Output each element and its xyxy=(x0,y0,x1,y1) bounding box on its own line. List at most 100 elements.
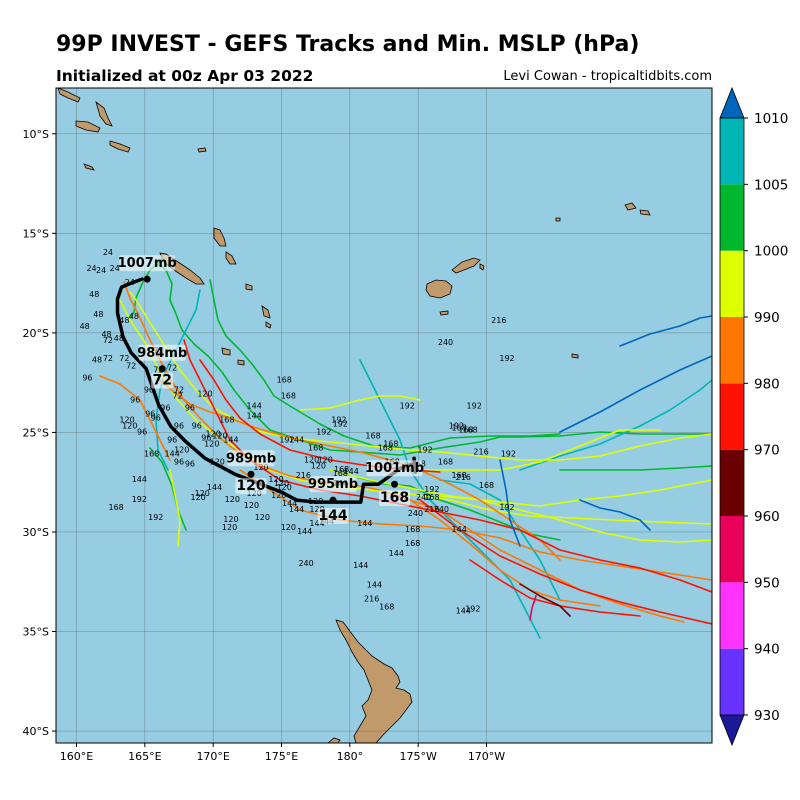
member-hour-label: 168 xyxy=(308,443,323,452)
member-hour-label: 168 xyxy=(108,503,123,512)
hour-label-bg xyxy=(151,372,174,389)
map-frame xyxy=(55,87,713,744)
land-layer xyxy=(57,88,651,743)
solomon-malaita xyxy=(95,100,113,127)
member-hour-label: 96 xyxy=(137,427,147,436)
member-track xyxy=(154,261,712,456)
member-track xyxy=(559,355,712,433)
pressure-label-bg xyxy=(227,450,275,467)
colorbar-high-extension xyxy=(719,86,745,119)
member-hour-label: 96 xyxy=(82,374,92,383)
pressure-colorbar: 930 940 950 960 970 980 990 1000 1005 1010 xyxy=(719,86,788,747)
member-hour-label: 192 xyxy=(400,402,415,411)
member-hour-label: 120 xyxy=(195,489,210,498)
member-hour-label: 120 xyxy=(222,523,237,532)
member-hour-label: 72 xyxy=(167,364,177,373)
member-hour-label: 168 xyxy=(458,425,473,434)
member-hour-label: 96 xyxy=(130,396,140,405)
member-hour-label: 168 xyxy=(277,376,292,385)
y-tick-label: 40°S xyxy=(23,725,49,738)
member-hour-label: 168 xyxy=(333,469,348,478)
member-hour-label: 120 xyxy=(244,501,259,510)
x-tick-label: 175°E xyxy=(265,750,298,763)
fiji-vanua-levu xyxy=(451,257,481,274)
solomon-makira xyxy=(109,140,131,153)
colorbar-segment xyxy=(720,648,744,715)
member-hour-label: 144 xyxy=(165,449,180,458)
member-hour-label: 96 xyxy=(160,404,170,413)
member-hour-label: 168 xyxy=(452,471,467,480)
mean-position-dot xyxy=(329,496,337,504)
member-hour-label: 144 xyxy=(353,561,368,570)
member-hour-label: 216 xyxy=(364,595,379,604)
member-track xyxy=(209,279,561,449)
mean-hour-label: 144 xyxy=(318,508,347,524)
member-hour-label: 144 xyxy=(282,499,297,508)
member-hour-label: 216 xyxy=(491,316,506,325)
member-hour-label: 120 xyxy=(277,483,292,492)
member-hour-label: 72 xyxy=(153,366,163,375)
member-hour-label: 24 xyxy=(96,266,106,275)
solomon-rennell xyxy=(83,163,95,171)
member-hour-label: 120 xyxy=(212,431,227,440)
member-hour-label: 120 xyxy=(225,495,240,504)
member-hour-label: 48 xyxy=(80,322,90,331)
x-tick-label: 170°W xyxy=(468,750,505,763)
member-track xyxy=(559,465,712,471)
member-hour-label: 192 xyxy=(467,402,482,411)
member-track xyxy=(499,459,521,547)
member-track xyxy=(99,375,171,461)
member-hour-label: 96 xyxy=(201,433,211,442)
colorbar-tick-label: 1005 xyxy=(754,177,788,193)
x-tick-label: 175°W xyxy=(399,750,436,763)
member-hour-label: 168 xyxy=(424,493,439,502)
member-hour-label: 192 xyxy=(465,605,480,614)
member-hour-label: 144 xyxy=(309,519,324,528)
fiji-viti-levu xyxy=(425,279,453,299)
member-hour-label: 240 xyxy=(434,505,449,514)
member-hour-label: 72 xyxy=(103,354,113,363)
colorbar-tick-label: 940 xyxy=(754,642,780,658)
colorbar-segment xyxy=(720,449,744,516)
member-hour-label: 168 xyxy=(405,525,420,534)
member-hour-label: 120 xyxy=(210,457,225,466)
member-hour-label: 72 xyxy=(174,386,184,395)
member-hour-label: 120 xyxy=(197,390,212,399)
colorbar-frame xyxy=(719,117,745,716)
member-hour-label: 144 xyxy=(289,435,304,444)
member-hour-label: 144 xyxy=(357,519,372,528)
member-hour-label: 120 xyxy=(206,429,221,438)
pressure-label-bg xyxy=(309,476,357,493)
member-hour-label: 120 xyxy=(304,455,319,464)
member-hour-label: 216 xyxy=(456,473,471,482)
colorbar-tick-label: 960 xyxy=(754,509,780,525)
mean-pressure-label: 995mb xyxy=(308,477,358,492)
member-hour-label: 168 xyxy=(378,443,393,452)
member-hour-label: 120 xyxy=(309,505,324,514)
colorbar-tick-label: 1000 xyxy=(754,244,788,260)
member-hour-label: 168 xyxy=(438,457,453,466)
member-hour-label: 240 xyxy=(416,493,431,502)
vanuatu-efate xyxy=(245,283,253,291)
pressure-label-bg xyxy=(366,460,423,477)
member-track xyxy=(519,583,571,617)
member-hour-label: 168 xyxy=(281,392,296,401)
y-tick-label: 25°S xyxy=(23,426,49,439)
x-tick-label: 160°E xyxy=(60,750,93,763)
member-hour-label: 192 xyxy=(417,445,432,454)
member-hour-label: 120 xyxy=(274,479,289,488)
member-hour-label: 120 xyxy=(271,491,286,500)
member-hour-label: 120 xyxy=(311,461,326,470)
colorbar-tick-label: 930 xyxy=(754,708,780,724)
member-track xyxy=(519,379,712,471)
new-zealand-south-tip xyxy=(327,737,341,743)
member-hour-label: 96 xyxy=(192,421,202,430)
member-hour-label: 240 xyxy=(298,559,313,568)
member-hour-label: 144 xyxy=(344,467,359,476)
fiji-taveuni xyxy=(479,263,485,271)
mean-hour-label: 120 xyxy=(236,478,265,494)
colorbar-segment xyxy=(720,582,744,649)
member-hour-label: 168 xyxy=(462,425,477,434)
member-hour-label: 216 xyxy=(424,505,439,514)
